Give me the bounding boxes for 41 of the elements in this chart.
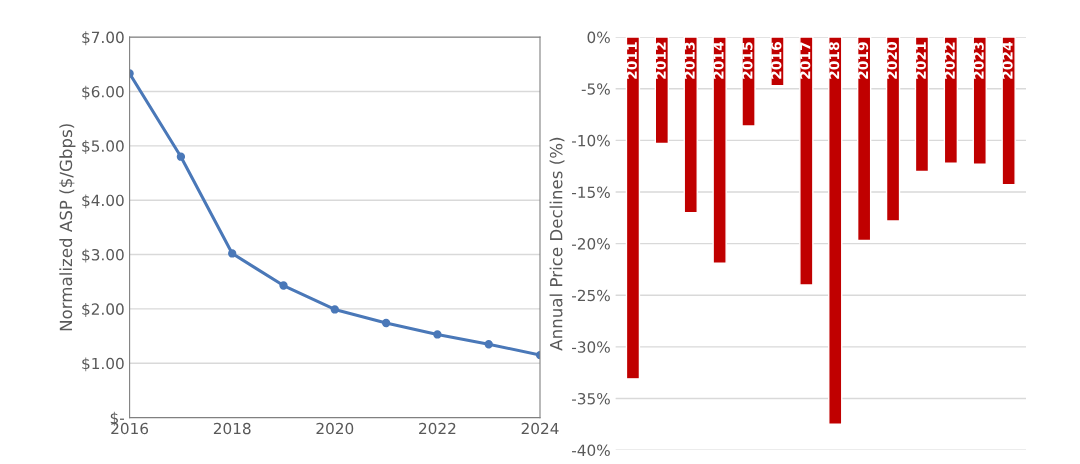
point [433, 330, 442, 339]
y-tick-label: -5% [581, 83, 610, 95]
x-tick-label: 2020 [886, 41, 898, 79]
y-axis-title: Annual Price Declines (%) [549, 137, 565, 351]
y-tick-label: $5.00 [82, 140, 124, 154]
x-tick-label: 2012 [655, 42, 666, 79]
point [176, 152, 186, 161]
y-tick-label: $2.00 [82, 303, 124, 317]
y-tick-label: $7.00 [82, 31, 124, 46]
x-tick-label: 2015 [742, 42, 753, 79]
x-tick-label: 2013 [684, 42, 695, 79]
x-tick-label: 2019 [857, 42, 869, 79]
x-tick-label: 2024 [1002, 41, 1013, 79]
x-tick-label: 2021 [915, 42, 926, 79]
x-tick-label: 2018 [828, 42, 840, 79]
x-tick-label: 2011 [626, 42, 637, 79]
point [330, 305, 339, 314]
point [381, 318, 391, 328]
x-tick-label: 2016 [770, 42, 782, 79]
x-tick-label: 2017 [799, 42, 811, 79]
y-tick-label: $1.00 [82, 357, 124, 372]
x-tick-label: 2014 [713, 41, 724, 79]
x-tick-label: 2023 [973, 42, 984, 79]
point [228, 249, 237, 258]
y-tick-label: -15% [572, 186, 610, 198]
y-tick-label: -20% [572, 238, 610, 250]
y-axis-title: Normalized ASP ($/Gbps) [59, 124, 76, 331]
y-tick-label: $3.00 [82, 248, 124, 263]
x-tick-label: 2024 [521, 422, 559, 435]
y-tick-label: -40% [572, 444, 610, 457]
x-tick-label: 2018 [213, 422, 251, 435]
y-tick-label: $4.00 [82, 194, 124, 209]
y-tick-label: -35% [572, 392, 610, 405]
y-tick-label: $6.00 [82, 85, 124, 100]
point [484, 340, 493, 349]
y-tick-label: 0% [587, 31, 610, 44]
x-tick-label: 2022 [419, 422, 456, 435]
y-tick-label: -10% [572, 134, 610, 147]
y-tick-label: -30% [572, 341, 610, 353]
x-tick-label: 2020 [316, 422, 354, 435]
y-tick-label: -25% [572, 289, 610, 302]
